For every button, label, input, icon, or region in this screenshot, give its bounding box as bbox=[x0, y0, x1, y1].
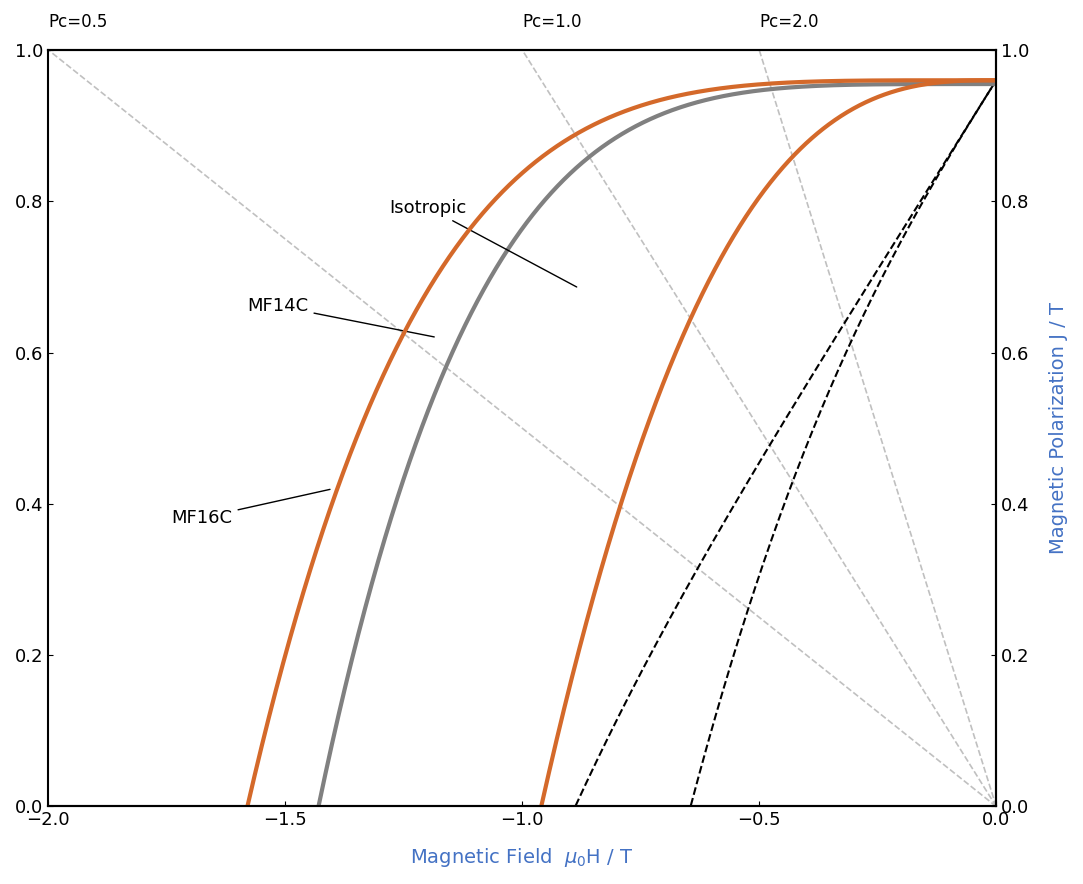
X-axis label: Magnetic Field  $\mu_0$H / T: Magnetic Field $\mu_0$H / T bbox=[410, 846, 634, 869]
Text: MF16C: MF16C bbox=[171, 490, 330, 527]
Text: Pc=0.5: Pc=0.5 bbox=[49, 13, 107, 31]
Text: Pc=1.0: Pc=1.0 bbox=[522, 13, 582, 31]
Text: Isotropic: Isotropic bbox=[390, 199, 576, 287]
Text: MF14C: MF14C bbox=[247, 297, 434, 337]
Y-axis label: Magnetic Polarization J / T: Magnetic Polarization J / T bbox=[1049, 302, 1068, 554]
Text: Pc=2.0: Pc=2.0 bbox=[759, 13, 819, 31]
